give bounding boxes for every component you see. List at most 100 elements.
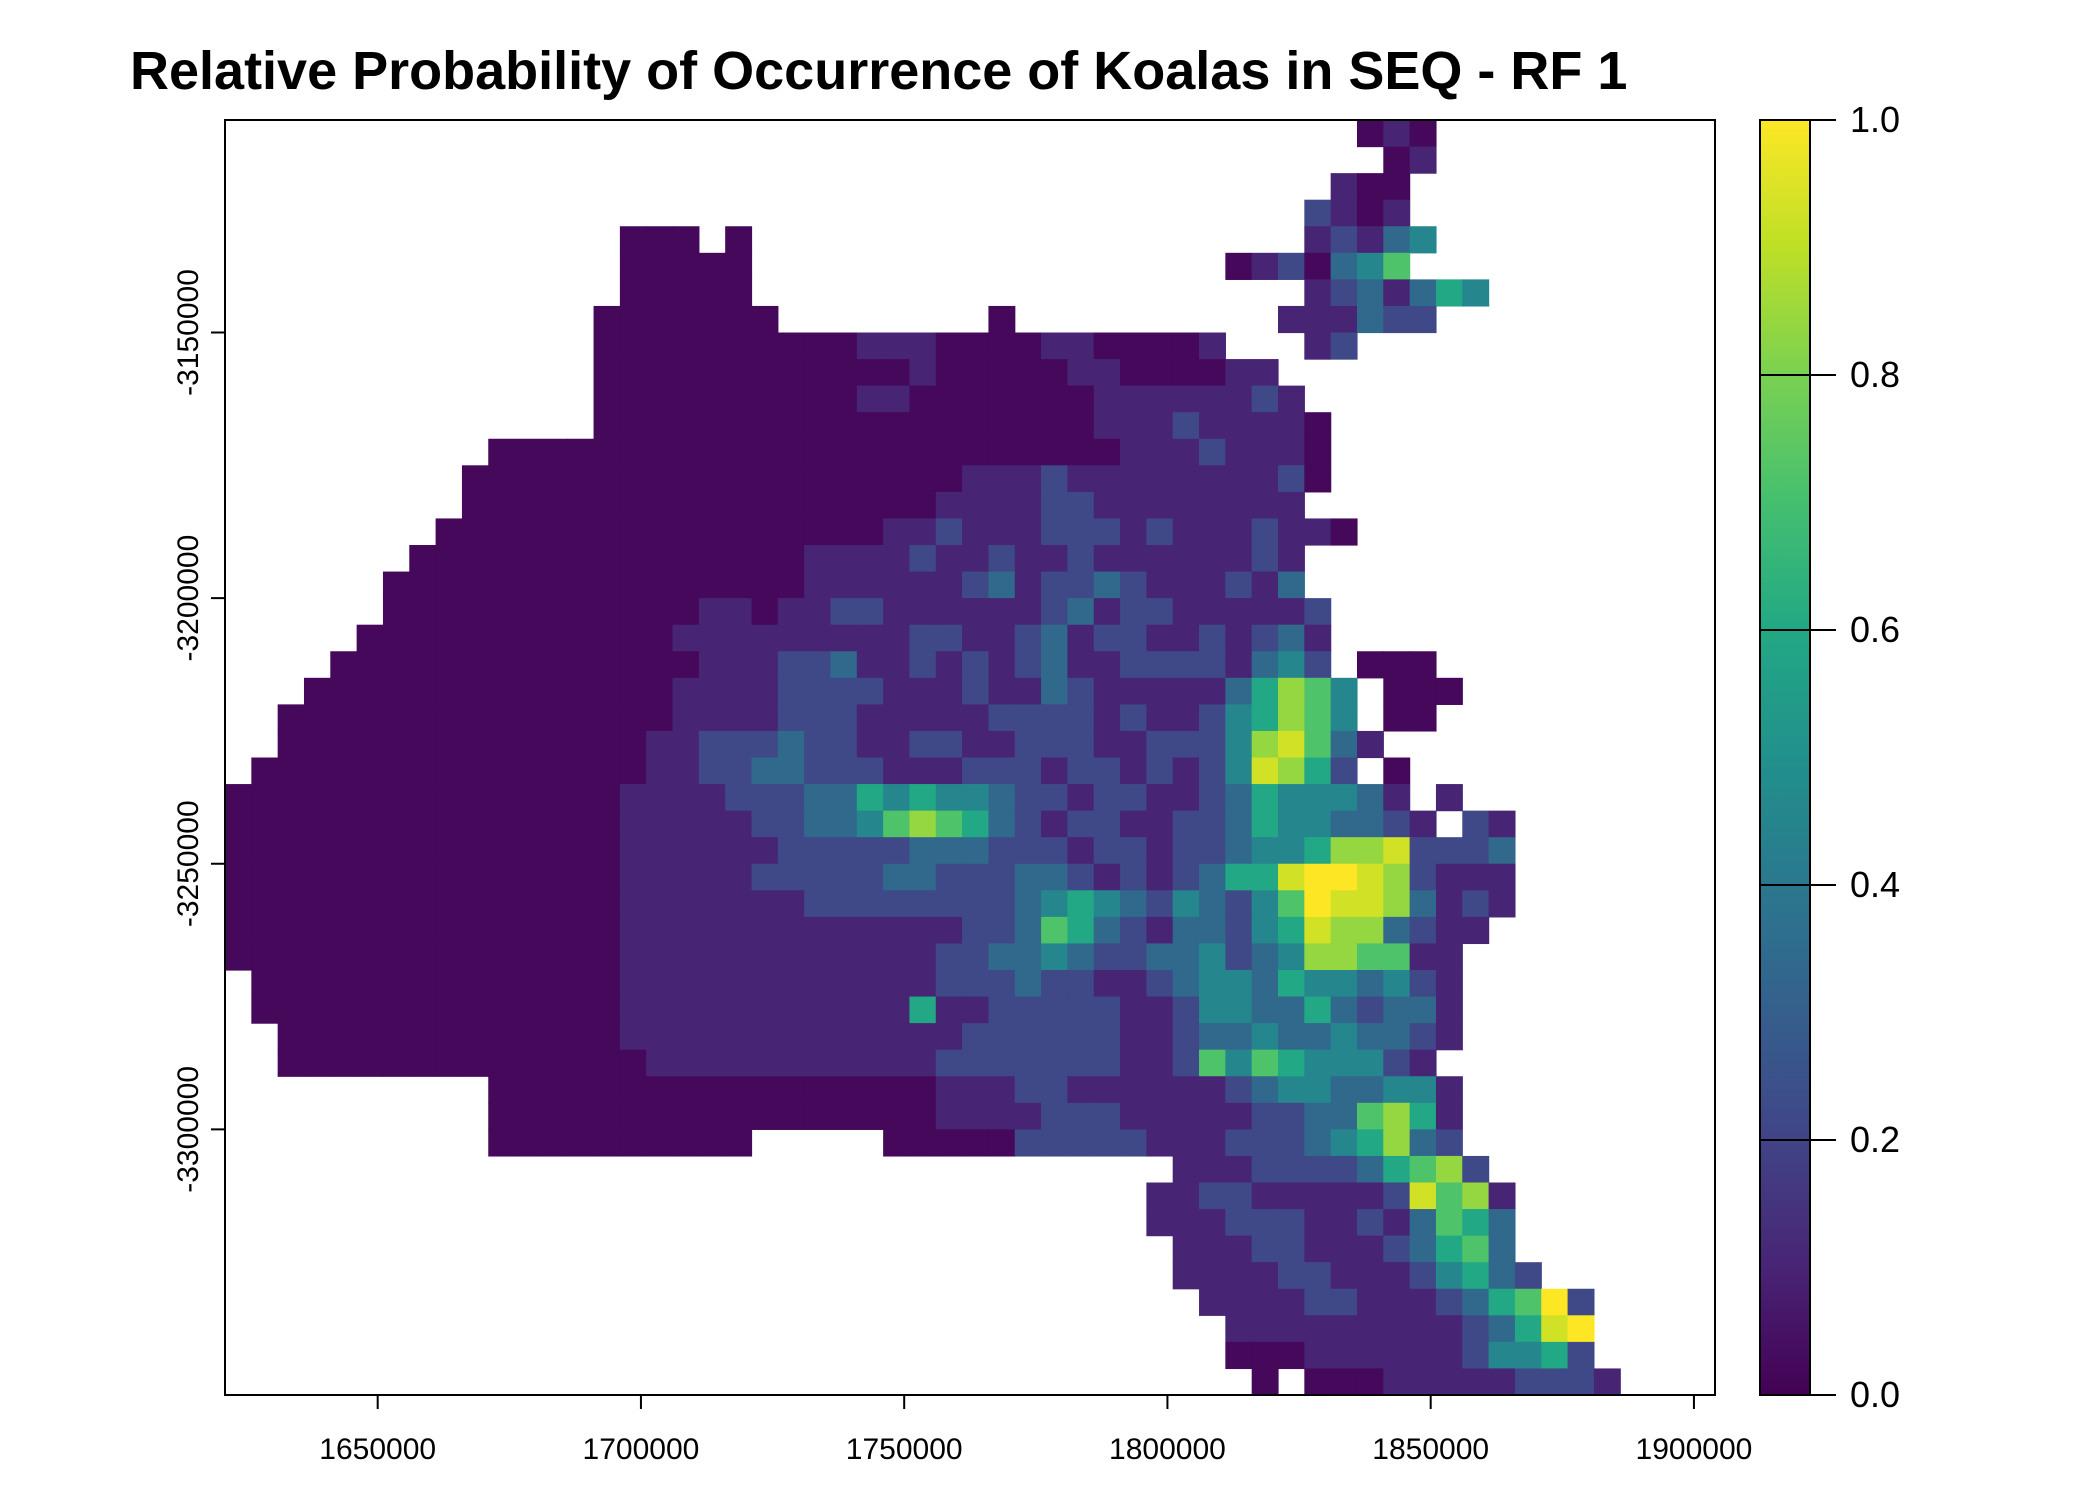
heatmap-cell [725, 916, 753, 945]
heatmap-cell [488, 810, 516, 838]
heatmap-cell [856, 412, 884, 440]
heatmap-cell [830, 518, 858, 546]
heatmap-cell [777, 757, 805, 785]
heatmap-cell [461, 890, 489, 918]
heatmap-cell [1093, 784, 1121, 812]
heatmap-cell [856, 1076, 884, 1104]
heatmap-cell [1514, 1315, 1542, 1343]
heatmap-cell [567, 598, 595, 626]
heatmap-cell [593, 730, 621, 759]
heatmap-cell [1199, 545, 1226, 573]
heatmap-cell [1330, 916, 1358, 945]
heatmap-cell [514, 863, 542, 891]
heatmap-cell [1120, 624, 1147, 652]
heatmap-cell [1093, 465, 1121, 493]
heatmap-cell [1330, 996, 1358, 1024]
heatmap-cell [988, 863, 1016, 891]
heatmap-cell [804, 996, 832, 1024]
heatmap-cell [1356, 890, 1384, 918]
heatmap-cell [514, 784, 542, 812]
heatmap-cell [540, 1129, 568, 1157]
heatmap-cell [1304, 1368, 1332, 1396]
heatmap-cell [593, 491, 621, 520]
heatmap-cell [1120, 757, 1147, 785]
heatmap-cell [1304, 810, 1332, 838]
heatmap-cell [1093, 890, 1121, 918]
heatmap-cell [1172, 970, 1200, 998]
heatmap-cell [225, 784, 252, 812]
heatmap-cell [1172, 1076, 1200, 1104]
heatmap-cell [751, 1102, 779, 1130]
heatmap-cell [830, 571, 858, 599]
heatmap-cell [1435, 1262, 1463, 1290]
heatmap-cell [1067, 438, 1095, 466]
heatmap-cell [1225, 784, 1253, 812]
heatmap-cell [1199, 412, 1226, 440]
heatmap-cell [1146, 1023, 1174, 1051]
heatmap-cell [751, 651, 779, 679]
heatmap-cell [883, 943, 911, 971]
heatmap-cell [619, 970, 647, 998]
heatmap-cell [1199, 1129, 1226, 1157]
heatmap-cell [698, 1049, 726, 1077]
heatmap-cell [909, 491, 937, 520]
heatmap-cell [1093, 571, 1121, 599]
heatmap-cell [567, 916, 595, 945]
heatmap-cell [962, 970, 990, 998]
heatmap-cell [1067, 704, 1095, 732]
heatmap-cell [277, 837, 305, 865]
heatmap-cell [488, 943, 516, 971]
heatmap-cell [646, 704, 674, 732]
heatmap-cell [488, 518, 516, 546]
heatmap-cell [1225, 730, 1253, 759]
heatmap-cell [804, 837, 832, 865]
heatmap-cell [1278, 545, 1305, 573]
heatmap-cell [514, 1129, 542, 1157]
heatmap-cell [883, 730, 911, 759]
heatmap-cell [1199, 730, 1226, 759]
heatmap-cell [1199, 784, 1226, 812]
heatmap-cell [1383, 1023, 1411, 1051]
heatmap-cell [1014, 996, 1042, 1024]
heatmap-cell [646, 385, 674, 413]
heatmap-cell [1093, 810, 1121, 838]
heatmap-cell [1330, 1209, 1358, 1237]
heatmap-cell [698, 704, 726, 732]
heatmap-cell [751, 677, 779, 705]
heatmap-cell [804, 545, 832, 573]
heatmap-cell [1278, 996, 1305, 1024]
heatmap-cell [1014, 598, 1042, 626]
heatmap-cell [488, 465, 516, 493]
heatmap-cell [461, 784, 489, 812]
heatmap-cell [1278, 863, 1305, 891]
heatmap-cell [303, 890, 331, 918]
heatmap-cell [567, 863, 595, 891]
heatmap-cell [935, 916, 963, 945]
heatmap-cell [725, 518, 753, 546]
heatmap-cell [909, 1102, 937, 1130]
heatmap-cell [409, 916, 437, 945]
heatmap-cell [883, 438, 911, 466]
heatmap-cell [1146, 385, 1174, 413]
heatmap-cell [725, 1102, 753, 1130]
heatmap-cell [1199, 1209, 1226, 1237]
heatmap-cell [1462, 1368, 1490, 1396]
heatmap-cell [1330, 1102, 1358, 1130]
heatmap-cell [1120, 810, 1147, 838]
heatmap-cell [1120, 359, 1147, 387]
heatmap-cell [1093, 598, 1121, 626]
heatmap-cell [725, 810, 753, 838]
heatmap-cell [672, 784, 700, 812]
heatmap-cell [988, 677, 1016, 705]
heatmap-cell [1225, 1102, 1253, 1130]
heatmap-cell [988, 1023, 1016, 1051]
heatmap-cell [356, 757, 384, 785]
heatmap-cell [1383, 863, 1411, 891]
heatmap-cell [277, 1049, 305, 1077]
heatmap-cell [330, 890, 358, 918]
heatmap-cell [303, 730, 331, 759]
heatmap-cell [1304, 1129, 1332, 1157]
colorbar-tick-label: 0.4 [1850, 864, 1900, 905]
heatmap-cell [1093, 837, 1121, 865]
